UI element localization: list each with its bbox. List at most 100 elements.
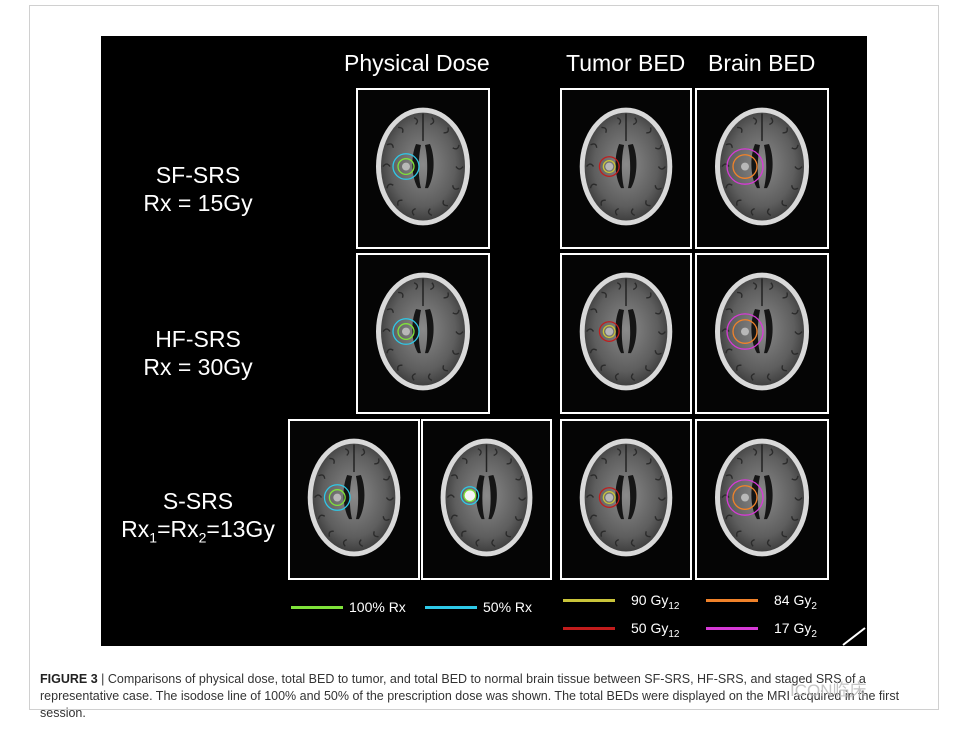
legend-label-17-gy2: 17 Gy2 <box>774 620 817 640</box>
mri-panel <box>356 88 490 249</box>
sulcus <box>645 365 651 372</box>
row-rx: Rx = 15Gy <box>143 190 253 216</box>
sulcus <box>386 308 394 313</box>
legend-label-100-rx: 100% Rx <box>349 599 406 615</box>
sulcus <box>455 166 464 170</box>
sulcus <box>725 474 733 479</box>
sulcus <box>600 199 606 206</box>
mri-panel <box>560 419 692 580</box>
sulcus <box>791 350 799 355</box>
row-name: S-SRS <box>162 488 234 514</box>
sulcus <box>736 364 742 371</box>
sulcus <box>589 514 598 520</box>
sulcus <box>452 350 460 355</box>
sulcus <box>781 365 787 372</box>
sulcus <box>752 117 758 125</box>
sulcus <box>721 163 730 167</box>
sulcus <box>446 494 455 498</box>
lesion <box>741 162 749 171</box>
sulcus <box>657 166 666 170</box>
sulcus <box>398 291 404 299</box>
sulcus <box>515 475 523 481</box>
sulcus <box>791 475 799 481</box>
sulcus <box>413 282 419 290</box>
sulcus <box>794 331 803 335</box>
sulcus <box>781 200 787 207</box>
sulcus <box>632 117 638 126</box>
sulcus <box>452 309 460 315</box>
isodose-contour <box>732 154 758 179</box>
legend-line-100-rx <box>291 606 343 609</box>
sulcus <box>782 292 788 299</box>
corner-mark <box>842 627 866 646</box>
sulcus <box>317 514 326 520</box>
sulcus <box>344 448 350 456</box>
sulcus <box>736 199 742 206</box>
sulcus <box>398 126 404 134</box>
sulcus <box>752 448 758 456</box>
isodose-contour <box>463 489 477 503</box>
sulcus <box>477 448 482 456</box>
isodose-contour <box>397 158 415 176</box>
isodose-contour <box>397 323 415 341</box>
sulcus <box>514 516 523 521</box>
legend-line-90-gy12 <box>563 599 615 602</box>
sulcus <box>318 474 326 479</box>
sulcus <box>646 292 652 299</box>
sulcus <box>654 309 663 315</box>
sulcus <box>766 539 772 547</box>
row-name: SF-SRS <box>155 162 241 188</box>
brain-tissue <box>720 112 804 221</box>
legend-line-50-gy12 <box>563 627 615 630</box>
sulcus <box>386 183 394 189</box>
sulcus <box>781 531 787 538</box>
sulcus <box>397 364 403 371</box>
sulcus <box>373 531 379 538</box>
sulcus <box>657 331 666 335</box>
sulcus <box>769 117 774 126</box>
sulcus <box>586 163 595 167</box>
lesion <box>741 327 749 336</box>
sulcus <box>386 143 394 148</box>
legend-line-50-rx <box>425 606 477 609</box>
isodose-contour <box>602 160 616 174</box>
ventricles <box>615 308 637 354</box>
sulcus <box>630 373 636 381</box>
sulcus <box>657 497 666 501</box>
sulcus <box>725 143 733 148</box>
sulcus <box>654 516 662 521</box>
figure-3: Physical Dose Tumor BED Brain BED SF-SRS… <box>101 36 867 646</box>
sulcus <box>737 126 743 134</box>
sulcus <box>737 457 743 465</box>
sulcus <box>737 291 743 299</box>
mri-panel <box>560 88 692 249</box>
sulcus <box>725 514 733 520</box>
legend-label-84-gy2: 84 Gy2 <box>774 592 817 612</box>
sulcus <box>614 538 620 547</box>
sulcus <box>616 448 622 456</box>
ventricles <box>476 474 497 520</box>
mri-panel <box>356 253 490 414</box>
legend-line-84-gy2 <box>706 599 758 602</box>
sulcus <box>782 127 788 134</box>
isodose-contour <box>732 485 758 510</box>
sulcus <box>769 448 774 457</box>
figure-caption: FIGURE 3 | Comparisons of physical dose,… <box>40 671 935 722</box>
mri-panel <box>695 88 829 249</box>
row-label-s-srs: S-SRS Rx1=Rx2=13Gy <box>101 487 295 552</box>
mri-panel <box>695 419 829 580</box>
col-header-physical-dose: Physical Dose <box>344 50 490 76</box>
sulcus <box>791 309 799 315</box>
lesion <box>333 493 342 502</box>
caption-label: FIGURE 3 <box>40 672 98 686</box>
sulcus <box>791 516 799 521</box>
sulcus <box>750 538 755 547</box>
isodose-contour <box>602 325 616 339</box>
sulcus <box>766 373 772 381</box>
sulcus <box>385 497 394 501</box>
sulcus <box>794 497 803 501</box>
brain-tissue <box>720 277 804 386</box>
sulcus <box>590 143 598 148</box>
isodose-contour <box>460 486 480 506</box>
row-label-hf-srs: HF-SRS Rx = 30Gy <box>101 325 295 381</box>
